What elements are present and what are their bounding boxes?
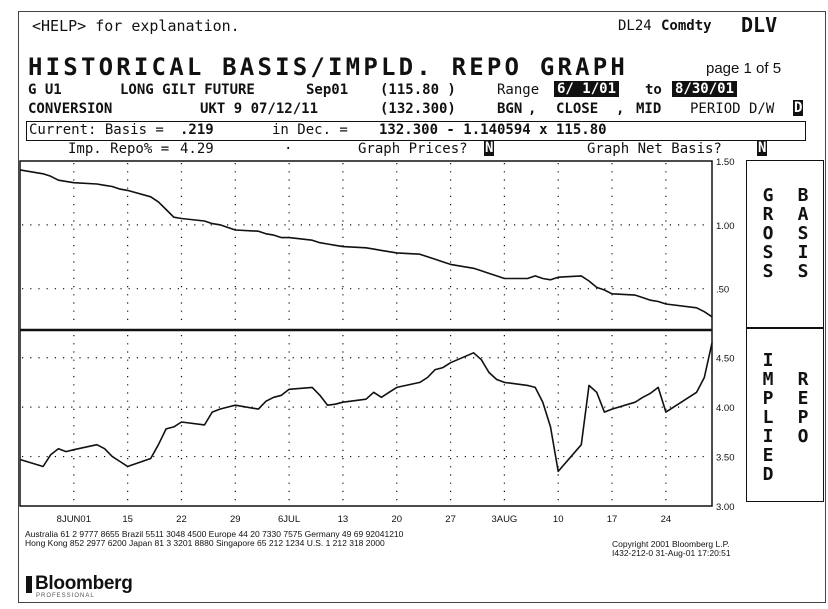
price-mid[interactable]: MID — [636, 101, 662, 117]
period-label: PERIOD D/W — [690, 101, 775, 117]
basis-equation: 132.300 - 1.140594 x 115.80 — [379, 122, 607, 138]
repo-y-tick-3: 3.00 — [716, 502, 735, 513]
current-basis-value: .219 — [180, 122, 214, 138]
gross-basis-panel — [746, 160, 824, 329]
x-tick-label-3: 29 — [230, 514, 241, 525]
bloomberg-logo-sub: PROFESSIONAL — [36, 593, 95, 599]
contract-month: Sep01 — [306, 82, 349, 98]
price-close[interactable]: CLOSE — [556, 101, 599, 117]
help-text[interactable]: <HELP> for explanation. — [32, 17, 240, 35]
formula-box — [26, 121, 806, 141]
bloomberg-logo: Bloomberg — [35, 573, 133, 594]
x-tick-label-6: 20 — [391, 514, 402, 525]
future-price: (115.80 ) — [380, 82, 456, 98]
repo-y-tick-1: 4.00 — [716, 403, 735, 414]
bond-price: (132.300) — [380, 101, 456, 117]
x-tick-label-10: 17 — [607, 514, 618, 525]
x-tick-label-11: 24 — [661, 514, 672, 525]
graph-net-basis-label: Graph Net Basis? — [587, 141, 722, 157]
footer-contacts-line2: Hong Kong 852 2977 6200 Japan 81 3 3201 … — [25, 538, 385, 548]
footer-timestamp: I432-212-0 31-Aug-01 17:20:51 — [612, 548, 731, 558]
range-to-label: to — [645, 82, 662, 98]
footer-contacts-line1: Australia 61 2 9777 8655 Brazil 5511 304… — [25, 529, 404, 539]
graph-prices-input[interactable]: N — [484, 140, 495, 156]
separator-comma-2: , — [616, 101, 625, 117]
page-indicator[interactable]: page 1 of 5 — [706, 60, 782, 77]
screen-frame — [18, 11, 826, 603]
repo-y-tick-2: 3.50 — [716, 453, 735, 464]
x-tick-label-7: 27 — [445, 514, 456, 525]
imp-repo-label: Imp. Repo% = — [68, 141, 170, 157]
ticker-prefix: DL24 — [618, 18, 652, 34]
conversion-label: CONVERSION — [28, 101, 113, 117]
basis-series-line — [19, 169, 713, 318]
x-tick-label-8: 3AUG — [491, 514, 517, 525]
period-input[interactable]: D — [793, 100, 804, 116]
chart-frame — [19, 160, 713, 507]
separator-dot: · — [284, 141, 293, 157]
implied-repo-panel — [746, 327, 824, 502]
repo-series-line — [19, 342, 713, 473]
range-end-input[interactable]: 8/30/01 — [672, 81, 738, 97]
basis-y-tick-1: 1.00 — [716, 221, 735, 232]
separator-comma-1: , — [528, 101, 537, 117]
range-start-input[interactable]: 6/ 1/01 — [554, 81, 620, 97]
page-title: HISTORICAL BASIS/IMPLD. REPO GRAPH — [28, 53, 629, 81]
footer-copyright: Copyright 2001 Bloomberg L.P. — [612, 539, 730, 549]
logo-bar-icon — [26, 576, 32, 593]
pricing-source[interactable]: BGN — [497, 101, 523, 117]
security-ticker: G U1 — [28, 82, 62, 98]
repo-y-tick-0: 4.50 — [716, 354, 735, 365]
x-tick-label-0: 8JUN01 — [57, 514, 91, 525]
basis-y-tick-2: .50 — [716, 285, 729, 296]
security-description: LONG GILT FUTURE — [120, 82, 255, 98]
imp-repo-value: 4.29 — [180, 141, 214, 157]
graph-net-basis-input[interactable]: N — [757, 140, 768, 156]
x-tick-label-9: 10 — [553, 514, 564, 525]
x-tick-label-1: 15 — [122, 514, 133, 525]
basis-y-tick-0: 1.50 — [716, 157, 735, 168]
x-tick-label-2: 22 — [176, 514, 187, 525]
current-basis-label: Current: Basis = — [29, 122, 164, 138]
ticker-sector: Comdty — [661, 18, 712, 34]
deliverable-bond: UKT 9 07/12/11 — [200, 101, 319, 117]
graph-prices-label: Graph Prices? — [358, 141, 468, 157]
in-dec-label: in Dec. = — [272, 122, 348, 138]
range-label: Range — [497, 82, 540, 98]
x-tick-label-5: 13 — [338, 514, 349, 525]
function-code[interactable]: DLV — [741, 13, 778, 37]
x-tick-label-4: 6JUL — [278, 514, 300, 525]
